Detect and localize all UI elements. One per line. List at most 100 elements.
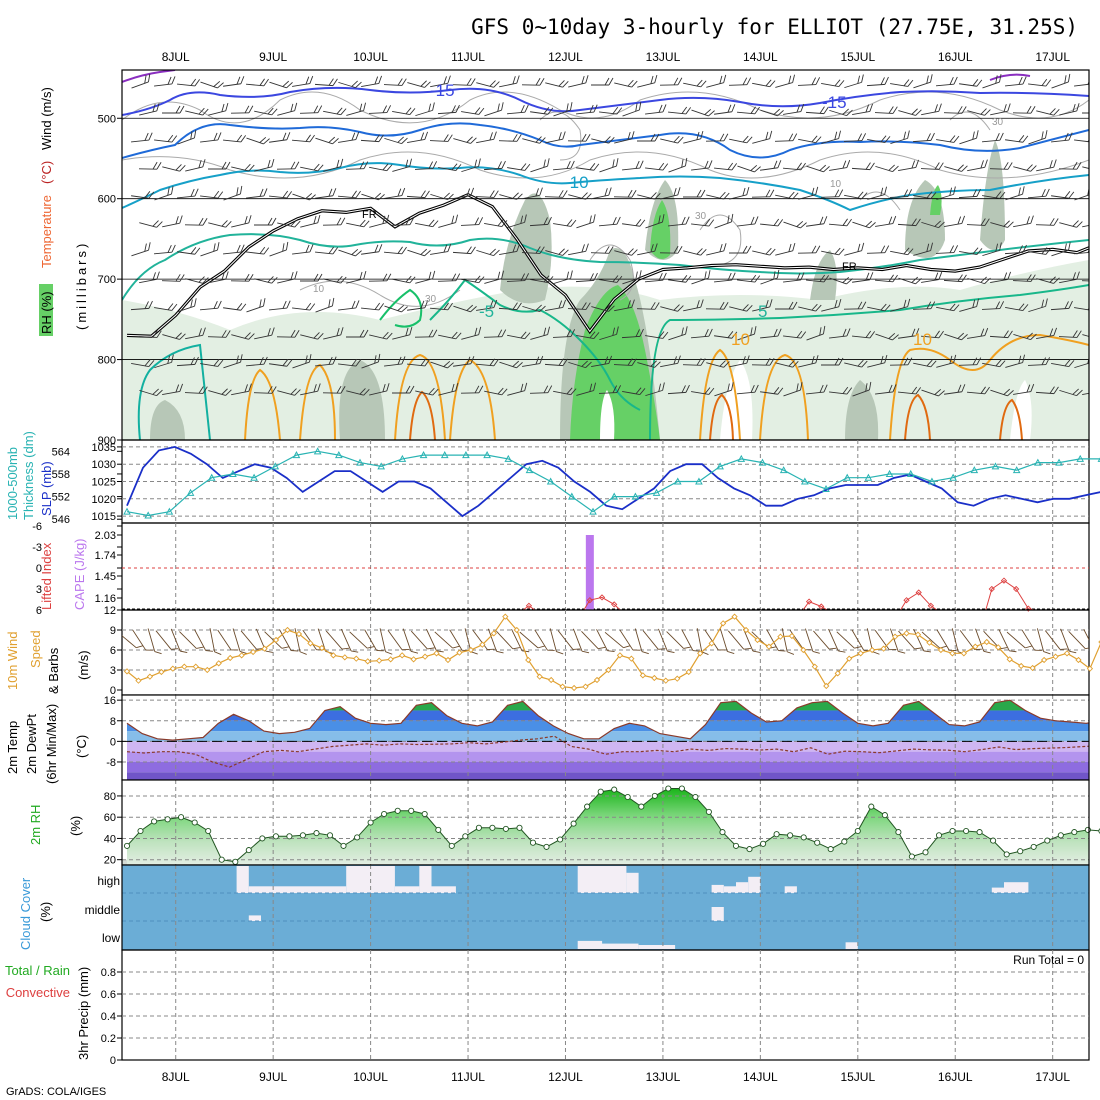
day-label-bottom: 16JUL [938,1070,973,1084]
rh-point [381,810,388,818]
wind-barb [154,354,174,369]
wind-speed-point [651,674,658,682]
wind-barb [1036,327,1058,340]
thickness-point [610,492,619,500]
wind-barb [944,164,968,172]
rh-point [665,785,672,792]
cape-bar [585,535,594,610]
cloud-low-cell [638,945,676,949]
wind-barb [460,217,484,226]
y-tick-label: 9 [110,625,116,637]
wind-barb [691,108,715,117]
day-label-bottom: 13JUL [646,1070,681,1084]
wind-barb [552,329,576,338]
slp-label: SLP (mb) [39,461,54,516]
wind-barb [246,298,266,313]
lifted-index-point [525,602,533,609]
wind-barb [360,134,384,143]
wind-barb [737,326,757,341]
wind-barb [131,242,151,257]
rh-point [976,829,983,836]
wind-speed-point [525,656,532,664]
wind-barb [245,78,269,87]
thickness-point [313,447,322,455]
wind-barb [269,190,293,199]
wind-speed-point [1029,664,1036,672]
wind-speed-point [937,646,945,654]
wind-barb [897,218,921,227]
wind-barb [944,215,966,228]
wind-barb [660,135,684,144]
cloud-cover-label: Cloud Cover [18,877,33,950]
wind-speed-point [719,620,727,627]
surface-wind-barb [209,628,222,655]
cloud-high-cell [723,886,736,894]
rh-point [516,824,523,831]
wind-barb [208,102,229,116]
cloud-cover-unit-label: (%) [38,902,53,922]
wind-barb [130,300,153,311]
wind-barb [890,298,911,312]
surface-wind-barb [496,630,520,650]
wind-barb [614,299,635,312]
y-tick-label: 3 [36,584,42,596]
wind-barb [1035,218,1059,226]
rh-point [1084,826,1091,833]
wind-barb [806,274,830,283]
contour-label: 30 [695,211,707,222]
wind-barb [667,384,690,395]
thickness-point [271,462,280,470]
wind-barb [185,107,209,116]
lifted-index-point [927,602,935,609]
wind-barb [866,76,889,87]
thickness-point [885,469,894,477]
rh-point [191,819,198,826]
surface-wind-barb [240,630,264,650]
wind-barb [1051,359,1075,368]
wind-barb [966,218,990,226]
wind-speed-point [949,650,956,657]
wind-barb [1013,383,1035,395]
wind-barb [691,387,715,395]
precip-panel: 0 0.2 0.4 0.6 0.8 Run Total = 0 Total / Rain… [5,949,1090,1067]
contour-label: 30 [992,117,1004,128]
day-label-top: 9JUL [259,50,287,64]
wind-barb [361,353,381,369]
wind-barb [346,329,369,338]
wind-barb [315,246,339,255]
wind-speed-point [204,666,211,674]
wind-barb [575,272,598,283]
wind-barb [752,79,776,88]
wind-barb [820,189,844,198]
wind-barb [269,300,291,311]
wind-barb [637,74,658,88]
wind-barb [935,76,958,87]
wind-barb [269,132,291,143]
thickness-point [165,507,174,515]
wind-barb [622,160,644,171]
slp-line [126,445,1100,518]
y-tick-label: 6 [110,645,116,657]
wind-barb [484,270,505,284]
wind-barb [591,187,612,200]
wind-barb [1028,130,1048,145]
wind-barb [967,159,988,172]
surface-wind-barb [379,628,393,655]
day-label-bottom: 8JUL [162,1070,190,1084]
lifted-index-point [915,589,922,596]
wind-barb [461,107,485,115]
wind-barb [338,358,362,367]
wind-barb [499,243,521,256]
wind-barb [452,78,476,86]
y-tick-label: 6 [36,605,42,617]
cloud-panel: high middle low Cloud Cover (%) [18,864,1090,951]
rh-point [489,824,496,831]
wind-barb [867,303,891,312]
wind-barb [1028,247,1052,255]
wind-barb [1058,330,1082,338]
wind-barb [553,387,577,396]
surface-wind-barb [874,630,897,651]
thickness-point [546,477,555,485]
wind-speed-point [777,633,784,640]
wind-barb [1036,276,1060,284]
